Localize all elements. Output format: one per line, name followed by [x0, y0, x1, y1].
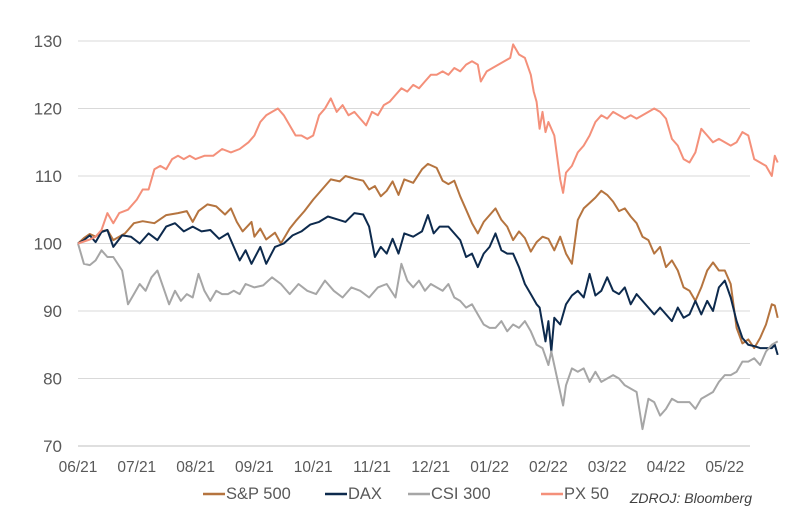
- x-tick-label: 10/21: [294, 459, 333, 476]
- y-tick-label: 80: [43, 370, 62, 389]
- legend-label: S&P 500: [226, 485, 291, 503]
- legend-item: DAX: [325, 485, 382, 503]
- x-tick-label: 06/21: [59, 459, 98, 476]
- x-tick-label: 03/22: [588, 459, 627, 476]
- legend-label: DAX: [348, 485, 382, 503]
- x-axis-ticks: 06/21 07/21 08/21 09/21 10/21 11/21 12/21 01/22…: [59, 459, 745, 476]
- y-tick-label: 90: [43, 302, 62, 321]
- legend-item: CSI 300: [408, 485, 491, 503]
- y-tick-label: 70: [43, 437, 62, 456]
- x-tick-label: 08/21: [176, 459, 215, 476]
- legend-label: PX 50: [564, 485, 609, 503]
- x-tick-label: 07/21: [117, 459, 156, 476]
- x-tick-label: 05/22: [705, 459, 744, 476]
- source-note: ZDROJ: Bloomberg: [629, 490, 752, 506]
- x-tick-label: 11/21: [353, 459, 391, 476]
- x-tick-label: 04/22: [647, 459, 686, 476]
- legend-label: CSI 300: [431, 485, 491, 503]
- x-tick-label: 01/22: [470, 459, 509, 476]
- series-lines: [77, 43, 779, 431]
- y-tick-label: 130: [34, 32, 62, 51]
- x-tick-label: 09/21: [235, 459, 274, 476]
- y-axis-ticks: 70 80 90 100 110 120 130: [34, 32, 62, 456]
- series-line-px-50: [77, 43, 779, 245]
- gridlines: [78, 40, 750, 379]
- legend-item: S&P 500: [203, 485, 291, 503]
- y-tick-label: 100: [34, 235, 62, 254]
- legend: S&P 500 DAX CSI 300 PX 50: [203, 485, 609, 503]
- y-tick-label: 120: [34, 100, 62, 119]
- legend-item: PX 50: [541, 485, 609, 503]
- series-line-dax: [77, 212, 779, 356]
- y-tick-label: 110: [35, 167, 62, 186]
- x-tick-label: 02/22: [529, 459, 568, 476]
- series-line-csi-300: [77, 243, 779, 431]
- series-line-s-p-500: [77, 162, 779, 350]
- x-tick-label: 12/21: [411, 459, 450, 476]
